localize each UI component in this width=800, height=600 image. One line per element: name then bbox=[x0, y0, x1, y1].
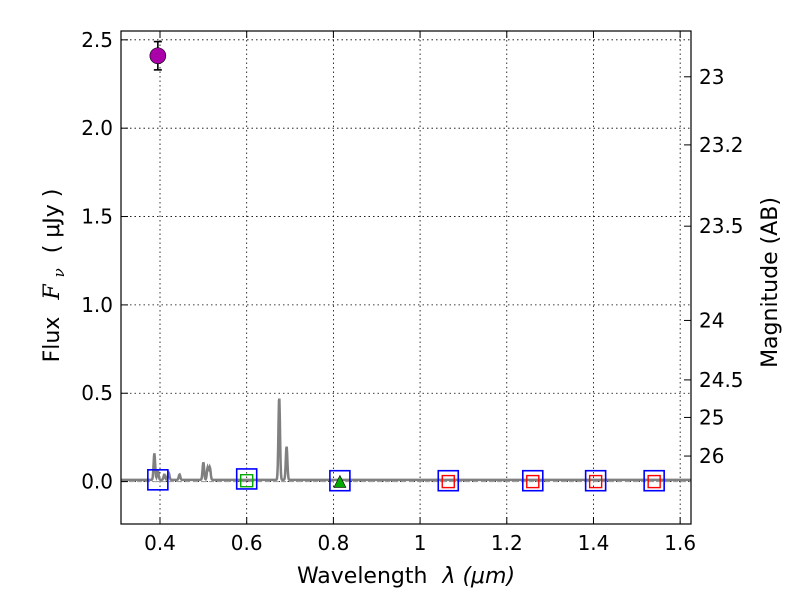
y-axis-label-symbol: F bbox=[40, 284, 65, 301]
observed-photometry-point bbox=[647, 474, 661, 489]
observed-photometry-point bbox=[588, 474, 603, 489]
model-photometry-point bbox=[437, 469, 460, 492]
x-axis-label: Wavelength λ (μm) bbox=[297, 564, 515, 589]
y2-tick-label: 25 bbox=[699, 405, 724, 429]
grid bbox=[121, 31, 691, 524]
y-tick-label: 2.5 bbox=[81, 28, 113, 52]
x-axis-label-text: Wavelength bbox=[297, 564, 428, 589]
y-tick-label: 2.0 bbox=[81, 116, 113, 140]
y-tick-label: 1.0 bbox=[81, 293, 113, 317]
y2-tick-label: 23.5 bbox=[699, 214, 744, 238]
y-tick-label: 0.5 bbox=[81, 381, 113, 405]
x-tick-label: 1 bbox=[414, 531, 427, 555]
x-tick-label: 1.6 bbox=[664, 531, 696, 555]
spectrum-line bbox=[121, 398, 691, 482]
y2-tick-label: 24.5 bbox=[699, 368, 744, 392]
upper-limit-marker bbox=[333, 474, 347, 488]
model-spectrum bbox=[121, 398, 691, 482]
x-tick-label: 1.2 bbox=[491, 531, 523, 555]
model-photometry-point bbox=[147, 469, 169, 491]
y-tick-label: 1.5 bbox=[81, 205, 113, 229]
x-tick-label: 0.6 bbox=[231, 531, 263, 555]
y-axis-label-subscript: ν bbox=[50, 268, 68, 277]
model-photometry-point bbox=[329, 469, 351, 492]
model-photometry-point bbox=[521, 469, 544, 492]
y2-tick-label: 23 bbox=[699, 65, 724, 89]
x-axis-label-math: λ (μm) bbox=[441, 564, 515, 589]
y-tick-label: 0.0 bbox=[81, 470, 113, 494]
x-tick-label: 1.4 bbox=[578, 531, 610, 555]
plot-frame bbox=[120, 30, 692, 525]
y-axis-label: Flux F ν ( μJy ) bbox=[40, 189, 70, 363]
model-photometry-point bbox=[643, 469, 665, 492]
photometry-markers bbox=[147, 40, 665, 492]
detection-point bbox=[149, 47, 167, 65]
y2-tick-label: 24 bbox=[699, 308, 724, 332]
y2-tick-label: 23.2 bbox=[699, 133, 744, 157]
observed-photometry-point bbox=[240, 474, 254, 488]
y-axis-label-text: Flux bbox=[40, 317, 65, 363]
x-tick-label: 0.4 bbox=[144, 531, 176, 555]
model-photometry-point bbox=[584, 469, 607, 492]
x-tick-label: 0.8 bbox=[317, 531, 349, 555]
y2-axis-label: Magnitude (AB) bbox=[758, 197, 783, 368]
axis-ticks: 0.4 0.6 0.8 1 1.2 1.4 1.6 0.0 0.5 1.0 1.5 2.0 2.5 23 2… bbox=[81, 28, 743, 555]
observed-photometry-point bbox=[441, 474, 455, 489]
observed-photometry-point bbox=[526, 474, 540, 489]
model-photometry-point bbox=[235, 468, 258, 490]
y-axis-label-unit: ( μJy ) bbox=[40, 189, 65, 254]
y2-tick-label: 26 bbox=[699, 444, 724, 468]
